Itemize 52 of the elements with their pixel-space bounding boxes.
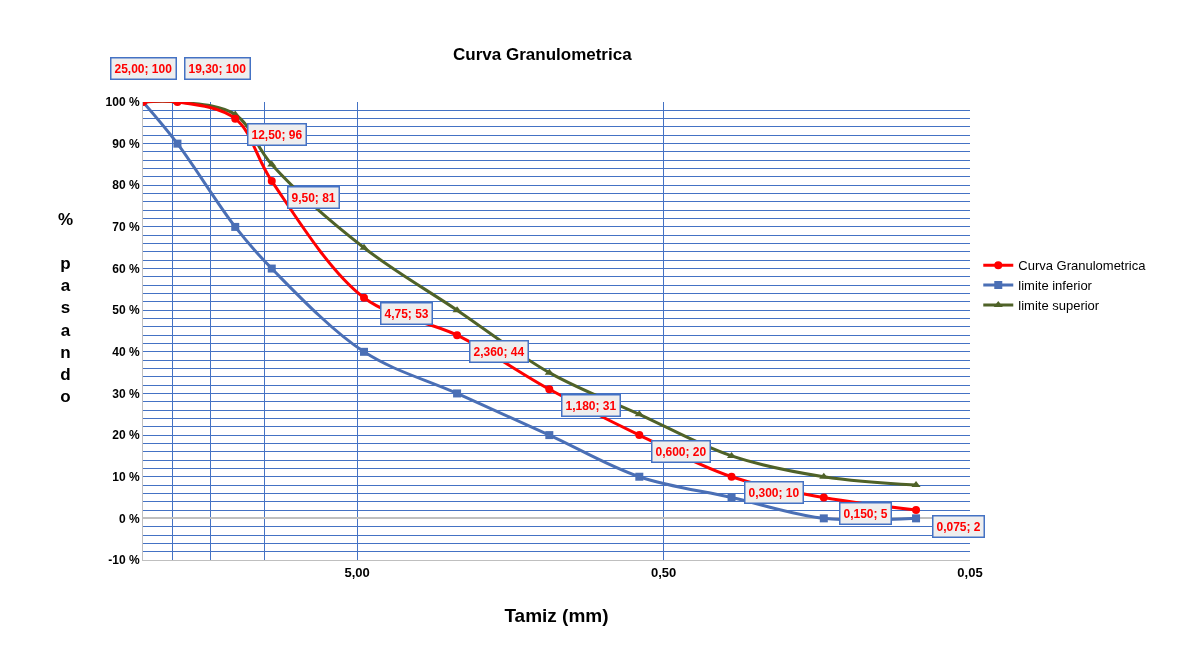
x-axis-title: Tamiz (mm): [504, 605, 609, 627]
y-tick-label: 100 %: [105, 95, 140, 110]
point: [727, 472, 736, 481]
data-label: 0,150; 5: [843, 506, 888, 521]
data-label: 0,075; 2: [936, 519, 981, 534]
y-tick-label: 30 %: [112, 386, 140, 401]
data-label: 25,00; 100: [114, 61, 173, 76]
point: [360, 347, 368, 356]
data-label: 9,50; 81: [291, 190, 336, 205]
y-tick-label: -10 %: [108, 553, 140, 568]
point: [360, 293, 368, 302]
point: [453, 331, 462, 340]
data-label: 12,50; 96: [251, 127, 303, 142]
point: [912, 514, 921, 523]
y-tick-label: 50 %: [112, 303, 140, 318]
point: [545, 431, 554, 440]
x-tick-label: 0,50: [650, 564, 677, 580]
point: [911, 481, 921, 488]
point: [635, 472, 644, 481]
x-tick-label: 5,00: [344, 564, 370, 580]
point: [359, 243, 369, 250]
data-label: 2,360; 44: [473, 344, 525, 359]
point: [544, 368, 554, 375]
point: [819, 514, 828, 523]
point: [727, 493, 736, 502]
y-tick-label: 10 %: [112, 469, 140, 484]
legend-label: Curva Granulometrica: [1018, 258, 1147, 274]
y-tick-label: 70 %: [112, 220, 140, 235]
x-tick-label: 0,05: [957, 564, 983, 580]
y-tick-label: 20 %: [112, 428, 140, 443]
text: % pasando: [58, 210, 74, 406]
y-tick-label: 40 %: [112, 345, 140, 360]
legend-label: limite superior: [1018, 298, 1100, 314]
point: [267, 177, 276, 186]
data-label: 0,600; 20: [655, 444, 707, 459]
point: [545, 385, 554, 394]
y-tick-label: 90 %: [112, 136, 140, 151]
point: [267, 264, 276, 273]
y-tick-label: 60 %: [112, 261, 140, 276]
point: [453, 389, 462, 398]
legend-label: limite inferior: [1018, 278, 1093, 294]
data-label: 1,180; 31: [565, 398, 617, 413]
point: [635, 431, 644, 440]
data-label: 4,75; 53: [384, 306, 429, 321]
data-label: 0,300; 10: [748, 485, 800, 500]
y-tick-label: 0 %: [118, 511, 140, 526]
y-tick-label: 80 %: [112, 178, 140, 193]
point: [912, 506, 921, 515]
point: [819, 493, 828, 502]
chart-title: Curva Granulometrica: [453, 45, 633, 65]
data-label: 19,30; 100: [188, 61, 247, 76]
point: [819, 472, 829, 479]
